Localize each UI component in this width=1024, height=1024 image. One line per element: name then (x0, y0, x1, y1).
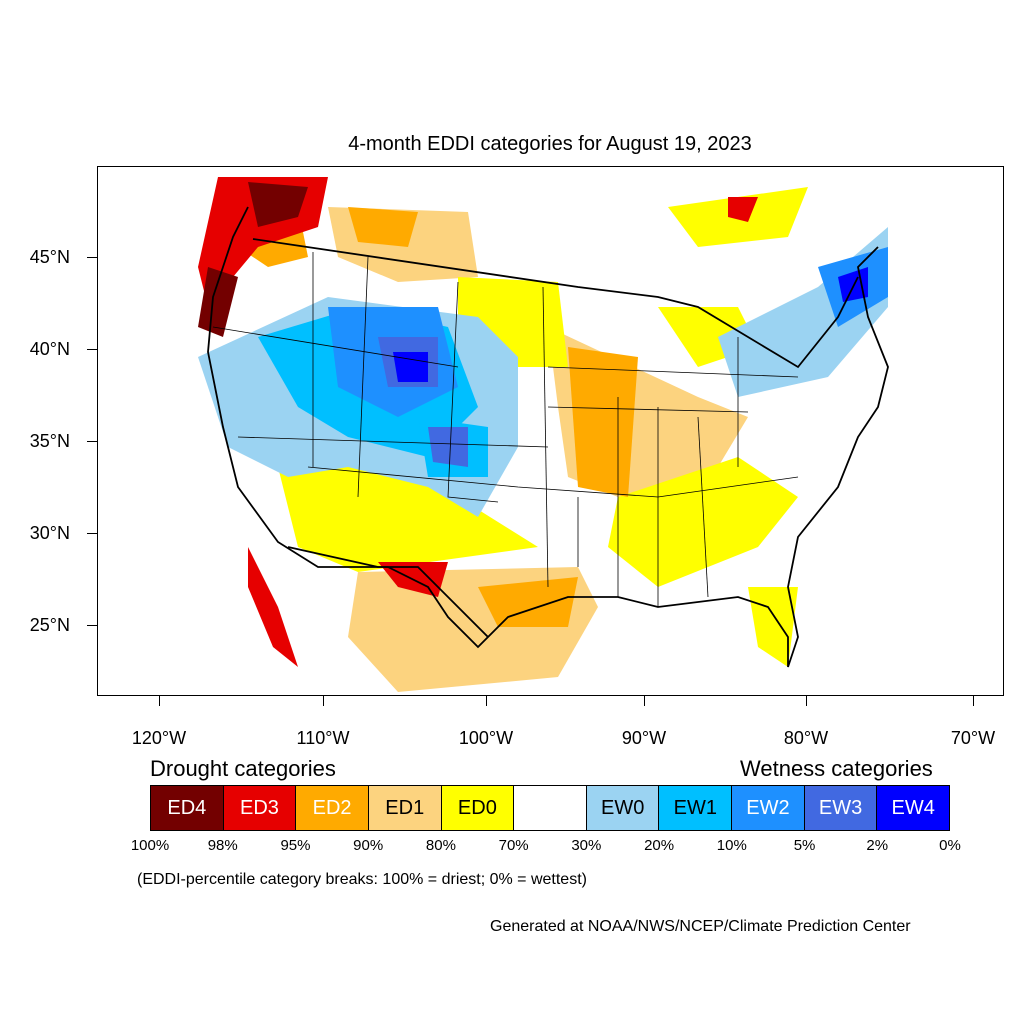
legend-break-label: 95% (280, 837, 311, 854)
lat-label-30n: 30°N (29, 523, 70, 543)
legend-break-label: 5% (793, 837, 816, 854)
state-line (307, 466, 799, 498)
lat-tick (87, 441, 97, 442)
state-line (547, 366, 799, 378)
legend-cell-ed0: ED0 (441, 786, 515, 830)
state-lines (212, 252, 799, 607)
legend-cell-ed3: ED3 (223, 786, 297, 830)
lat-tick (87, 349, 97, 350)
state-line (447, 281, 499, 503)
legend-break-label: 90% (353, 837, 384, 854)
legend-break-label: 80% (425, 837, 456, 854)
ed4-region-pnw (248, 182, 308, 227)
legend-break-label: 30% (571, 837, 602, 854)
ed3-region-baja (248, 547, 298, 667)
lon-tick (323, 696, 324, 706)
lat-tick (87, 533, 97, 534)
lon-tick (486, 696, 487, 706)
lon-tick (159, 696, 160, 706)
eddi-map (97, 166, 1004, 696)
lon-tick (973, 696, 974, 706)
ed2-region-mississippi (568, 347, 638, 497)
mexico-border (287, 546, 489, 638)
state-line (697, 416, 709, 598)
lon-label-100w: 100°W (458, 728, 514, 748)
ed0-region-southwest (278, 457, 538, 572)
category-legend: ED4 ED3 ED2 ED1 ED0 EW0 EW1 EW2 EW3 EW4 (150, 785, 950, 831)
lon-tick (644, 696, 645, 706)
drought-heading: Drought categories (150, 756, 336, 781)
state-line (237, 436, 549, 448)
lon-label-90w: 90°W (621, 728, 667, 748)
canada-border (252, 238, 859, 369)
legend-break-label: 70% (498, 837, 529, 854)
legend-break-label: 10% (716, 837, 747, 854)
lat-label-35n: 35°N (29, 431, 70, 451)
ed0-region-southeast (608, 457, 798, 587)
lon-label-70w: 70°W (950, 728, 996, 748)
lat-tick (87, 257, 97, 258)
legend-cell-ew4: EW4 (877, 786, 950, 830)
legend-cell-ed4: ED4 (151, 786, 224, 830)
ew3-region-colorado (428, 427, 468, 467)
wetness-heading: Wetness categories (740, 756, 933, 781)
category-regions (198, 177, 888, 692)
category-note: (EDDI-percentile category breaks: 100% =… (137, 871, 587, 888)
legend-break-label: 100% (130, 837, 170, 854)
state-line (542, 286, 549, 588)
legend-cell-ew2: EW2 (732, 786, 805, 830)
state-line (547, 406, 749, 413)
lat-label-40n: 40°N (29, 339, 70, 359)
ed4-region-oregon-coast (198, 267, 238, 337)
lat-label-45n: 45°N (29, 247, 70, 267)
legend-break-label: 20% (644, 837, 675, 854)
legend-cell-ew0: EW0 (586, 786, 660, 830)
lon-tick (806, 696, 807, 706)
ed2-region-texas (478, 577, 578, 627)
ed3-region-ontario (728, 197, 758, 222)
ed2-region-idaho (348, 207, 418, 247)
lat-label-25n: 25°N (29, 615, 70, 635)
legend-break-label: 98% (207, 837, 238, 854)
credit-text: Generated at NOAA/NWS/NCEP/Climate Predi… (490, 918, 911, 935)
legend-cell-ed2: ED2 (296, 786, 369, 830)
ed0-region-florida (748, 587, 798, 667)
legend-cell-ew3: EW3 (804, 786, 878, 830)
legend-cell-neutral (514, 786, 587, 830)
lon-label-110w: 110°W (296, 728, 350, 748)
legend-break-label: 2% (866, 837, 889, 854)
map-title: 4-month EDDI categories for August 19, 2… (348, 133, 752, 155)
lon-label-120w: 120°W (131, 728, 187, 748)
legend-break-label: 0% (939, 837, 961, 854)
state-line (357, 256, 369, 498)
ew4-region-wyoming (393, 352, 428, 382)
lat-tick (87, 625, 97, 626)
state-line (212, 326, 459, 368)
legend-cell-ed1: ED1 (368, 786, 442, 830)
lon-label-80w: 80°W (783, 728, 829, 748)
map-canvas (198, 177, 889, 692)
legend-cell-ew1: EW1 (659, 786, 733, 830)
